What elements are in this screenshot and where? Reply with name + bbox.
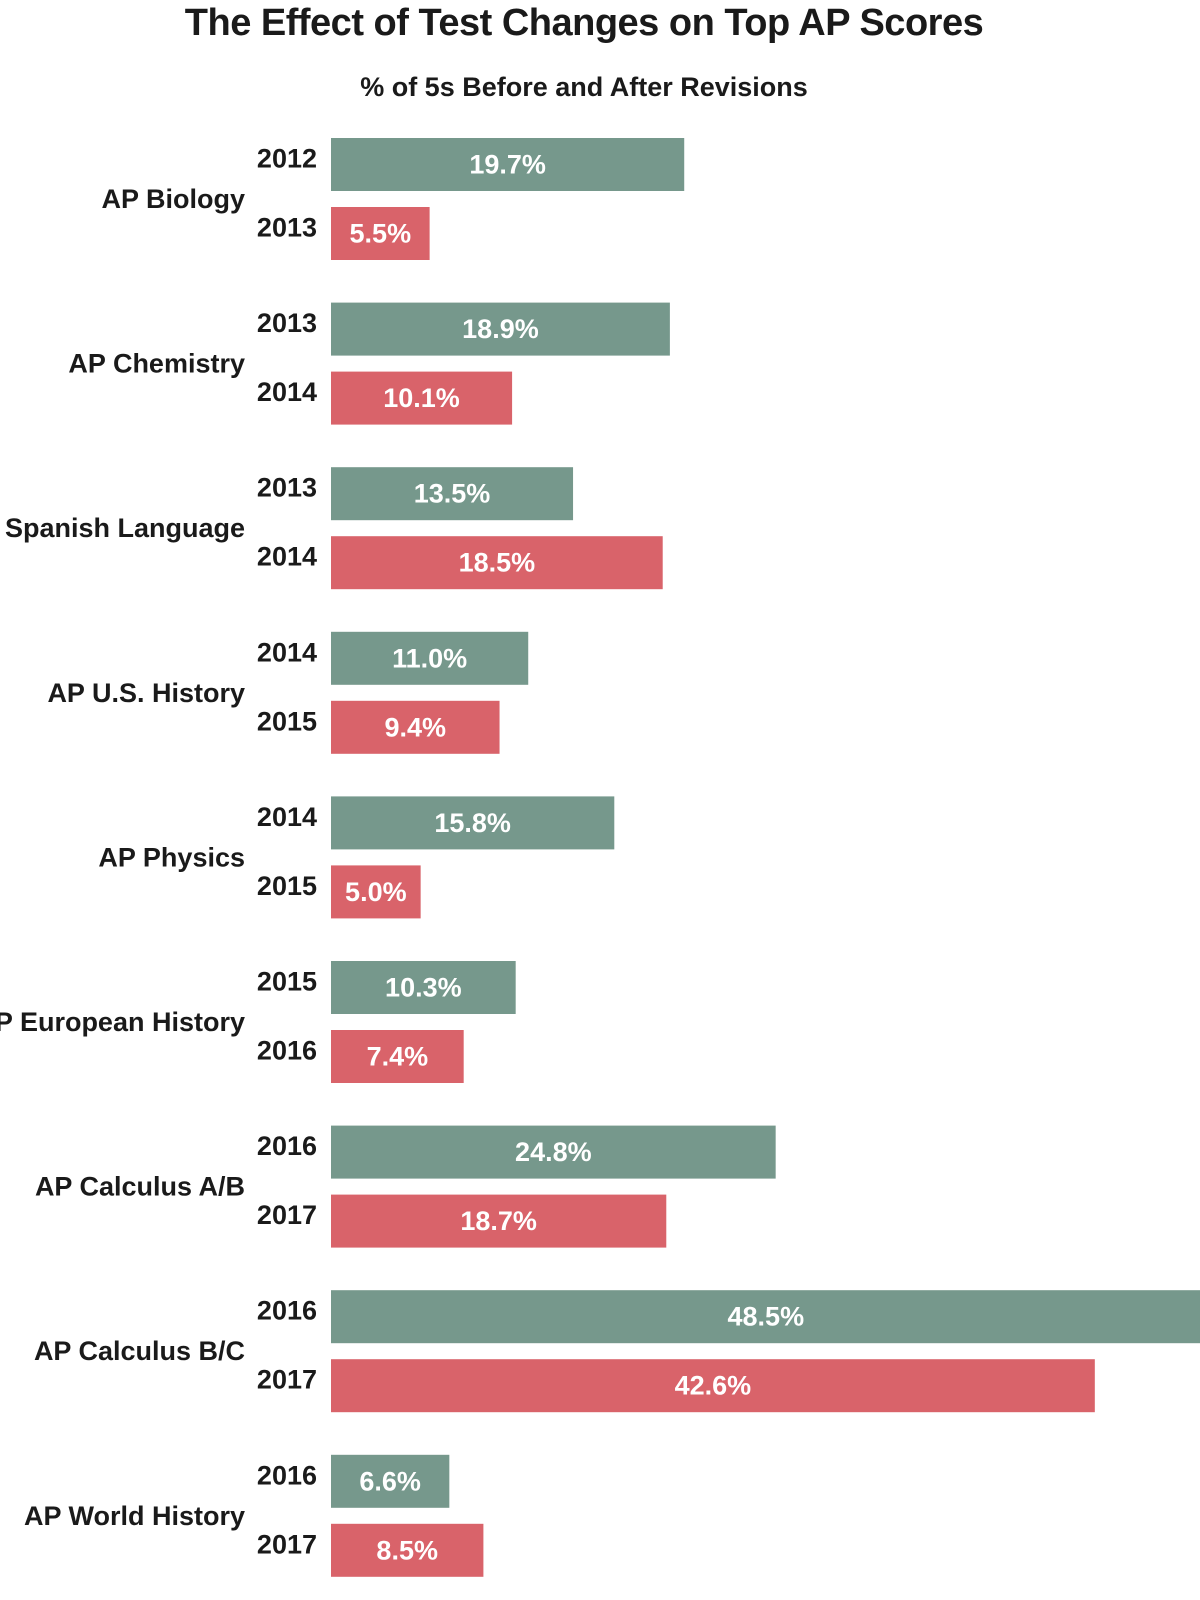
bar-after	[331, 536, 663, 590]
value-label: 48.5%	[728, 1302, 805, 1332]
year-label: 2014	[257, 377, 317, 407]
subject-label: AP Calculus A/B	[35, 1172, 245, 1202]
bar-before	[331, 467, 574, 521]
year-label: 2016	[257, 1460, 317, 1490]
bar-before	[331, 631, 529, 685]
value-label: 5.5%	[350, 219, 412, 249]
bar-group: AP Physics 2014 15.8% 2015 5.0%	[98, 796, 615, 919]
year-label: 2015	[257, 871, 317, 901]
bar-group: AP U.S. History 2014 11.0% 2015 9.4%	[47, 631, 529, 754]
value-label: 18.9%	[462, 314, 539, 344]
year-label: 2017	[257, 1365, 317, 1395]
subject-label: AP European History	[0, 1007, 245, 1037]
bar-before	[331, 1290, 1200, 1344]
year-label: 2013	[257, 213, 317, 243]
bar-before	[331, 961, 516, 1014]
year-label: 2015	[257, 967, 317, 997]
value-label: 42.6%	[675, 1371, 752, 1401]
bar-group: AP Calculus A/B 2016 24.8% 2017 18.7%	[35, 1125, 776, 1248]
year-label: 2014	[257, 542, 317, 572]
bar-after	[331, 1523, 484, 1577]
subject-label: AP Chemistry	[68, 349, 245, 379]
bar-group: AP World History 2016 6.6% 2017 8.5%	[24, 1454, 484, 1577]
value-label: 10.3%	[385, 973, 462, 1003]
value-label: 6.6%	[359, 1466, 421, 1496]
year-label: 2016	[257, 1036, 317, 1066]
chart-title: The Effect of Test Changes on Top AP Sco…	[184, 2, 984, 44]
value-label: 13.5%	[414, 479, 491, 509]
bar-after	[331, 1030, 464, 1083]
year-label: 2016	[257, 1296, 317, 1326]
value-label: 8.5%	[376, 1535, 438, 1565]
value-label: 18.7%	[460, 1206, 537, 1236]
year-label: 2016	[257, 1131, 317, 1161]
value-label: 19.7%	[469, 150, 546, 180]
value-label: 11.0%	[392, 643, 467, 673]
chart-subtitle: % of 5s Before and After Revisions	[360, 72, 808, 102]
subject-label: AP World History	[24, 1501, 245, 1531]
year-label: 2012	[257, 144, 317, 174]
year-label: 2013	[257, 473, 317, 503]
subject-label: AP Physics	[98, 842, 245, 872]
year-label: 2013	[257, 308, 317, 338]
bar-before	[331, 796, 615, 850]
chart-marks: AP Biology 2012 19.7% 2013 5.5% AP Chemistry 2…	[0, 138, 1200, 1577]
value-label: 18.5%	[459, 548, 536, 578]
bar-before	[331, 138, 685, 191]
year-label: 2017	[257, 1529, 317, 1559]
bar-group: AP Biology 2012 19.7% 2013 5.5%	[101, 138, 685, 260]
value-label: 9.4%	[384, 712, 446, 742]
bar-group: AP Spanish Language 2013 13.5% 2014 18.5%	[0, 467, 663, 590]
value-label: 15.8%	[434, 808, 511, 838]
year-label: 2017	[257, 1200, 317, 1230]
subject-label: AP U.S. History	[47, 678, 245, 708]
bar-group: AP Chemistry 2013 18.9% 2014 10.1%	[68, 302, 670, 425]
subject-label: AP Biology	[101, 184, 245, 214]
bar-after	[331, 371, 513, 425]
value-label: 10.1%	[383, 383, 460, 413]
bar-after	[331, 700, 500, 754]
bar-before	[331, 1454, 450, 1508]
year-label: 2014	[257, 637, 317, 667]
value-label: 24.8%	[515, 1137, 592, 1167]
bar-after	[331, 1194, 667, 1248]
value-label: 5.0%	[345, 877, 407, 907]
bar-group: AP European History 2015 10.3% 2016 7.4%	[0, 961, 516, 1083]
bar-before	[331, 1125, 776, 1179]
year-label: 2015	[257, 706, 317, 736]
subject-label: AP Calculus B/C	[34, 1336, 245, 1366]
bar-before	[331, 302, 670, 356]
bar-after	[331, 207, 430, 260]
year-label: 2014	[257, 802, 317, 832]
value-label: 7.4%	[367, 1042, 429, 1072]
bar-after	[331, 865, 421, 919]
bar-group: AP Calculus B/C 2016 48.5% 2017 42.6%	[34, 1290, 1200, 1413]
bar-after	[331, 1359, 1095, 1413]
subject-label: AP Spanish Language	[0, 513, 245, 543]
